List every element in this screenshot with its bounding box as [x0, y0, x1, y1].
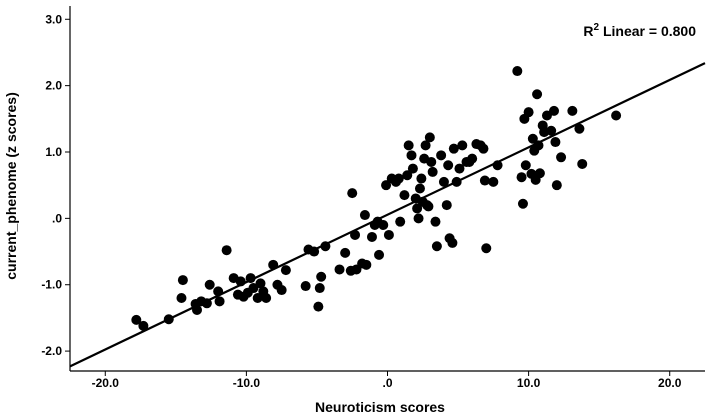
y-tick-label: -2.0: [41, 344, 62, 358]
data-point: [334, 264, 345, 275]
data-point: [393, 173, 404, 184]
data-point: [361, 259, 372, 270]
data-point: [534, 168, 545, 179]
data-point: [280, 265, 291, 276]
data-point: [374, 249, 385, 260]
data-point: [577, 158, 588, 169]
data-point: [406, 150, 417, 161]
data-point: [359, 210, 370, 221]
data-point: [366, 231, 377, 242]
data-point: [527, 133, 538, 144]
data-point: [512, 66, 523, 77]
data-point: [248, 283, 259, 294]
data-point: [488, 176, 499, 187]
data-points: [131, 66, 622, 331]
data-point: [177, 275, 188, 286]
data-point: [438, 176, 449, 187]
x-tick-label: .0: [382, 376, 392, 390]
data-point: [431, 241, 442, 252]
data-point: [399, 190, 410, 201]
x-tick-label: 10.0: [517, 376, 541, 390]
x-axis-title: Neuroticism scores: [315, 399, 445, 415]
data-point: [402, 170, 413, 181]
y-axis-ticks: -2.0 -1.0 .0 1.0 2.0 3.0: [41, 12, 70, 358]
data-point: [414, 183, 425, 194]
data-point: [276, 285, 287, 296]
data-point: [255, 278, 266, 289]
data-point: [430, 216, 441, 227]
data-point: [546, 125, 557, 136]
data-point: [436, 150, 447, 161]
data-point: [316, 271, 327, 282]
data-point: [532, 89, 543, 100]
y-tick-label: 1.0: [45, 145, 62, 159]
x-tick-label: 20.0: [658, 376, 682, 390]
data-point: [424, 132, 435, 143]
data-point: [520, 160, 531, 171]
data-point: [378, 220, 389, 230]
data-point: [340, 247, 351, 258]
data-point: [556, 152, 567, 163]
data-point: [448, 143, 459, 154]
data-point: [214, 296, 225, 307]
data-point: [395, 216, 406, 227]
data-point: [347, 188, 358, 199]
data-point: [574, 123, 585, 134]
data-point: [443, 160, 454, 171]
data-point: [423, 201, 434, 212]
x-tick-label: -10.0: [233, 376, 261, 390]
y-tick-label: -1.0: [41, 278, 62, 292]
data-point: [252, 293, 263, 303]
y-tick-label: 3.0: [45, 12, 62, 26]
data-point: [541, 110, 552, 121]
data-point: [454, 163, 465, 174]
y-tick-label: .0: [52, 211, 62, 225]
data-point: [314, 283, 325, 294]
x-tick-label: -20.0: [92, 376, 120, 390]
y-tick-label: 2.0: [45, 79, 62, 93]
r2-value: Linear = 0.800: [599, 23, 696, 39]
data-point: [441, 200, 452, 211]
data-point: [416, 173, 427, 184]
data-point: [261, 293, 272, 303]
data-point: [611, 110, 622, 121]
data-point: [427, 166, 438, 177]
data-point: [413, 213, 424, 224]
data-point: [467, 153, 478, 164]
data-point: [131, 314, 142, 325]
data-point: [313, 301, 324, 312]
y-axis-title: current_phenome (z scores): [3, 92, 19, 280]
data-point: [204, 279, 215, 290]
data-point: [407, 163, 418, 174]
data-point: [221, 245, 232, 256]
data-point: [567, 105, 578, 116]
data-point: [523, 107, 534, 118]
data-point: [478, 143, 489, 154]
data-point: [381, 180, 392, 191]
data-point: [516, 172, 527, 183]
x-axis-ticks: -20.0 -10.0 .0 10.0 20.0: [92, 371, 682, 390]
data-point: [176, 293, 187, 303]
r2-letter: R: [583, 23, 593, 39]
data-point: [517, 198, 528, 209]
data-point: [300, 281, 311, 292]
r2-annotation: R2 Linear = 0.800: [583, 22, 696, 39]
data-point: [481, 243, 492, 254]
data-point: [426, 156, 437, 167]
data-point: [549, 105, 560, 116]
data-point: [138, 320, 149, 331]
data-point: [420, 140, 431, 151]
data-point: [550, 137, 561, 148]
data-point: [457, 140, 468, 151]
data-point: [447, 237, 458, 248]
data-point: [403, 140, 414, 151]
r2-superscript: 2: [594, 22, 600, 33]
data-point: [412, 203, 423, 214]
data-point: [479, 175, 490, 186]
fit-line: [69, 62, 706, 368]
data-point: [383, 229, 394, 240]
data-point: [551, 180, 562, 191]
